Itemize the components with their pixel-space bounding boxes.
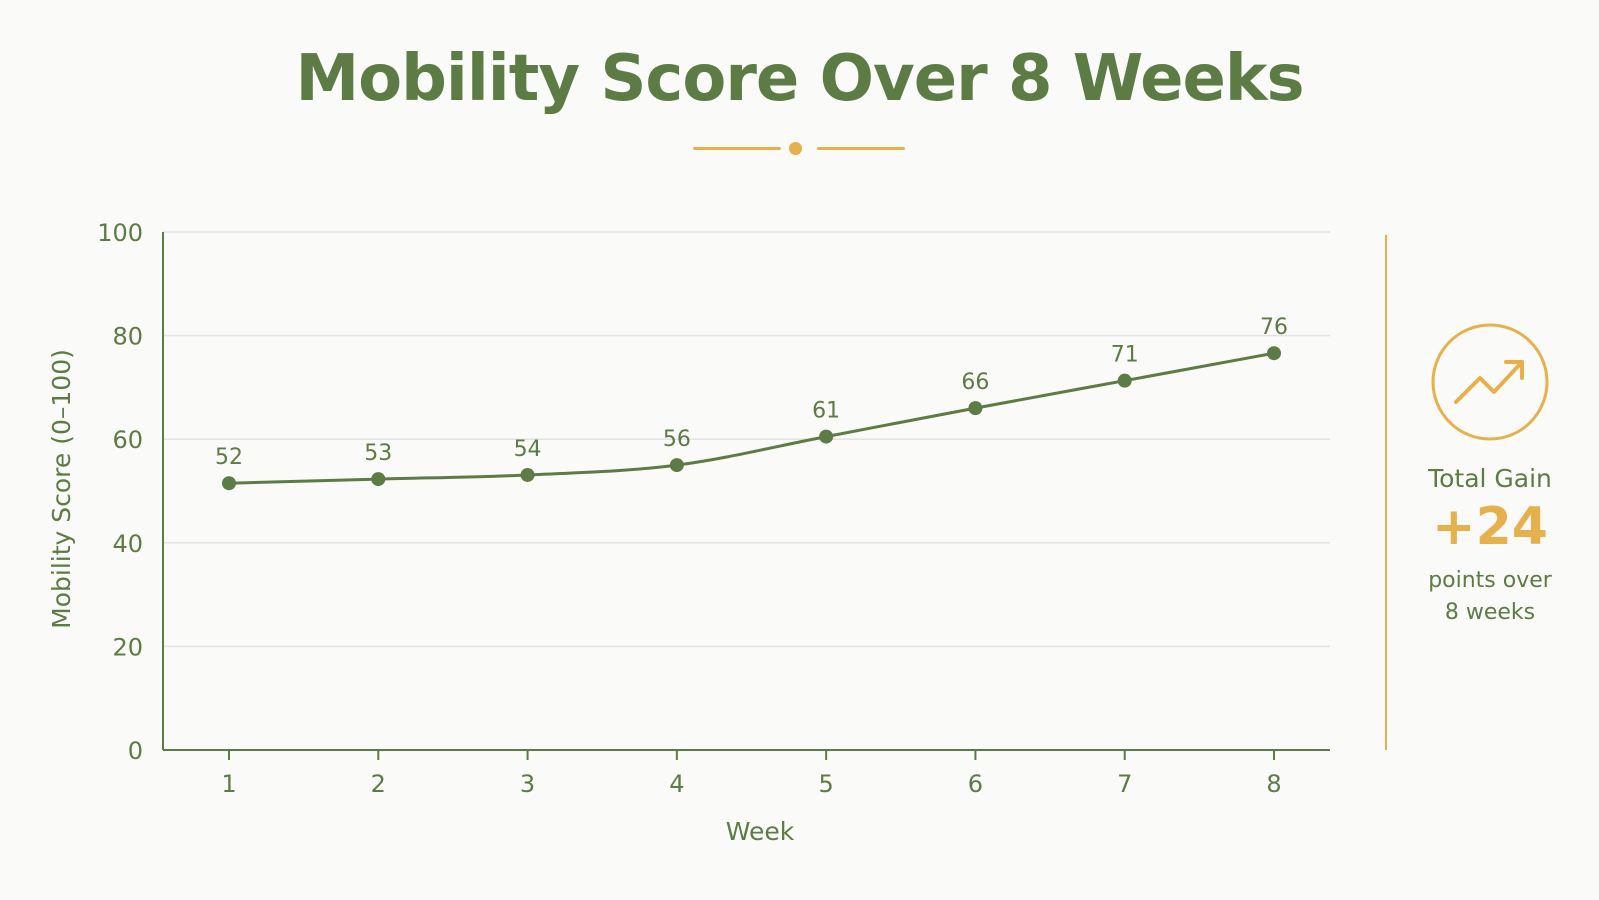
summary-value: +24 xyxy=(1432,497,1548,557)
x-tick-label-4: 4 xyxy=(669,770,684,798)
data-point-week-4 xyxy=(669,458,684,473)
series-line xyxy=(228,351,1275,485)
data-label-week-6: 66 xyxy=(961,370,989,395)
title-divider xyxy=(690,139,910,157)
y-tick-label-0: 0 xyxy=(128,737,143,765)
data-label-week-1: 52 xyxy=(215,445,243,470)
data-point-week-1 xyxy=(222,476,236,491)
data-point-week-2 xyxy=(371,472,386,487)
summary-label: Total Gain xyxy=(1428,464,1552,493)
trending-up-icon xyxy=(1431,323,1549,441)
data-label-week-3: 54 xyxy=(514,437,542,462)
x-axis-title: Week xyxy=(726,817,795,846)
data-label-week-5: 61 xyxy=(812,399,840,424)
y-tick-label-40: 40 xyxy=(112,530,143,558)
data-point-week-6 xyxy=(968,401,983,416)
x-tick-label-2: 2 xyxy=(371,770,386,798)
y-tick-label-100: 100 xyxy=(97,219,143,247)
data-point-week-5 xyxy=(819,429,834,444)
summary-caption: points over 8 weeks xyxy=(1428,568,1552,625)
y-tick-label-20: 20 xyxy=(112,633,143,661)
divider-dot xyxy=(789,142,802,155)
x-tick-label-1: 1 xyxy=(221,770,236,798)
data-point-week-7 xyxy=(1117,373,1132,388)
data-point-week-8 xyxy=(1267,346,1281,361)
data-label-week-2: 53 xyxy=(364,441,392,466)
series-mobility: 52 53 54 56 61 66 71 76 xyxy=(215,315,1288,491)
y-tick-label-60: 60 xyxy=(112,426,143,454)
data-label-week-7: 71 xyxy=(1111,343,1139,368)
x-tick-label-8: 8 xyxy=(1266,770,1281,798)
x-tick-label-3: 3 xyxy=(520,770,535,798)
grid-lines xyxy=(163,231,1330,648)
summary-panel: Total Gain +24 points over 8 weeks xyxy=(1400,322,1580,629)
x-tick-label-6: 6 xyxy=(968,770,983,798)
data-label-week-4: 56 xyxy=(663,427,691,452)
data-label-week-8: 76 xyxy=(1260,315,1288,340)
x-tick-label-5: 5 xyxy=(819,770,834,798)
divider-line-right xyxy=(817,147,905,150)
x-tick-label-7: 7 xyxy=(1117,770,1132,798)
y-tick-label-80: 80 xyxy=(112,323,143,351)
data-point-week-3 xyxy=(520,467,535,482)
chart-title: Mobility Score Over 8 Weeks xyxy=(295,42,1304,116)
y-axis-title: Mobility Score (0–100) xyxy=(47,349,76,629)
summary-divider xyxy=(1385,235,1387,750)
divider-line-left xyxy=(693,147,781,150)
